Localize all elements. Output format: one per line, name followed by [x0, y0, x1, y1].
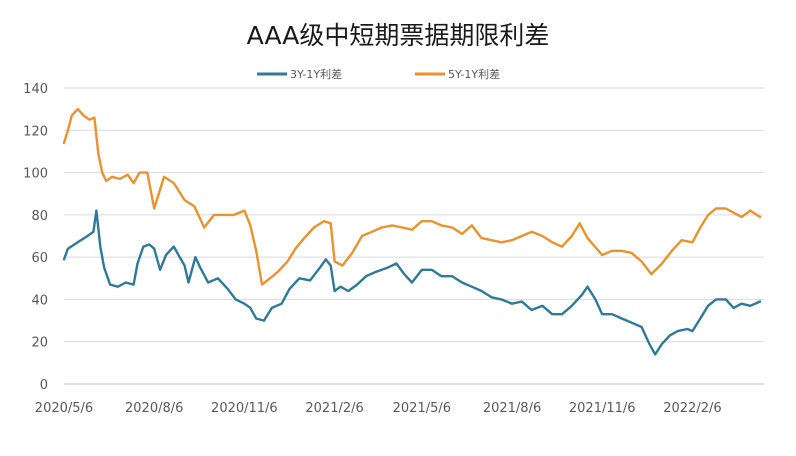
- x-tick-label: 2020/5/6: [35, 401, 93, 416]
- x-axis: 2020/5/6 2020/8/6 2020/11/6 2021/2/6 2021/5/…: [35, 401, 722, 416]
- legend-label-3y-1y: 3Y-1Y利差: [290, 67, 342, 81]
- x-tick-label: 2022/2/6: [663, 401, 721, 416]
- legend: 3Y-1Y利差 5Y-1Y利差: [257, 67, 500, 81]
- legend-label-5y-1y: 5Y-1Y利差: [448, 67, 500, 81]
- x-tick-label: 2021/2/6: [305, 401, 363, 416]
- x-tick-label: 2020/8/6: [125, 401, 183, 416]
- x-tick-label: 2021/11/6: [569, 401, 636, 416]
- x-tick-label: 2020/11/6: [211, 401, 278, 416]
- y-tick-label: 140: [23, 82, 48, 97]
- y-tick-label: 120: [23, 124, 48, 139]
- y-tick-label: 60: [31, 251, 48, 266]
- chart-title: AAA级中短期票据期限利差: [247, 21, 550, 50]
- y-tick-label: 80: [31, 209, 48, 224]
- y-tick-label: 100: [23, 167, 48, 182]
- series-layer: [62, 107, 762, 356]
- y-axis: 0 20 40 60 80 100 120 140: [23, 82, 48, 393]
- x-tick-label: 2021/5/6: [393, 401, 451, 416]
- y-tick-label: 20: [31, 336, 48, 351]
- series-line-3y-1y: [62, 209, 762, 356]
- grid: [64, 87, 764, 385]
- x-tick-label: 2021/8/6: [483, 401, 541, 416]
- y-tick-label: 40: [31, 293, 48, 308]
- y-tick-label: 0: [40, 378, 48, 393]
- series-line-5y-1y: [62, 107, 762, 286]
